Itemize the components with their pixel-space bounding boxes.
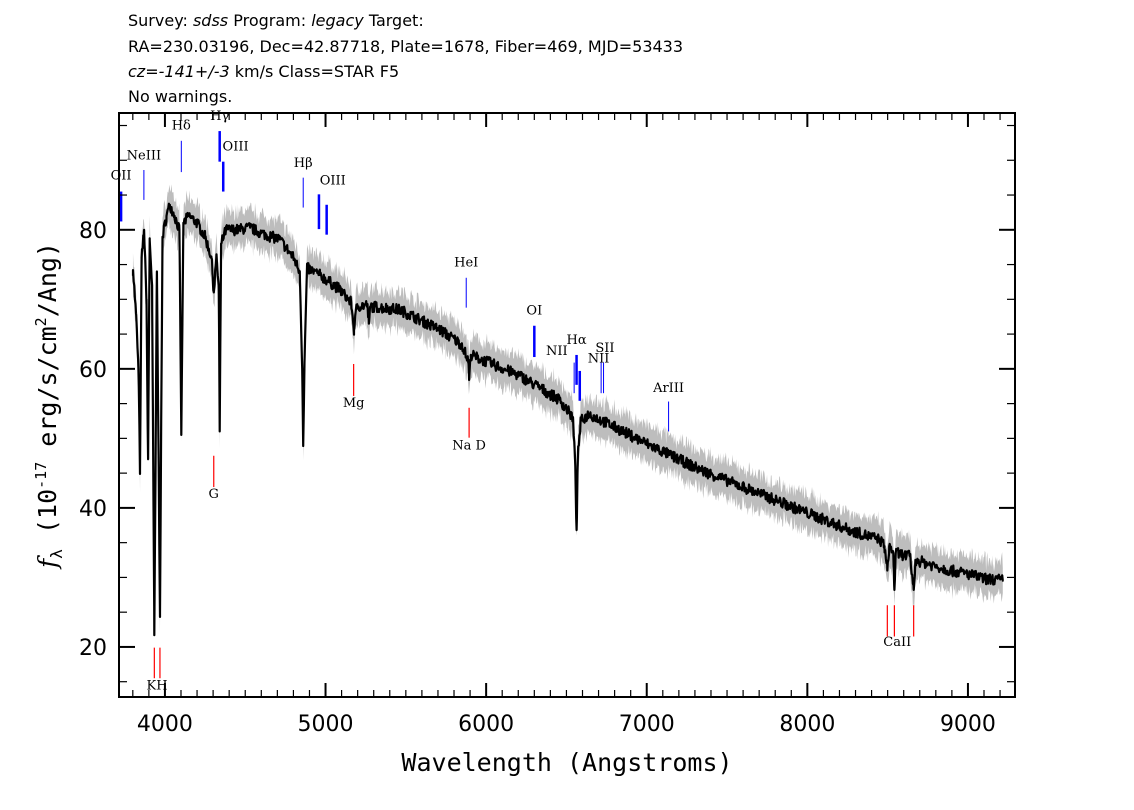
emission-line-label: OII bbox=[111, 169, 132, 184]
emission-line-label: Hβ bbox=[294, 156, 313, 171]
class-text: km/s Class=STAR F5 bbox=[229, 62, 400, 81]
header-line-1: Survey: sdss Program: legacy Target: bbox=[128, 12, 424, 30]
x-tick-label: 4000 bbox=[137, 712, 193, 737]
absorption-line-label: G bbox=[209, 487, 219, 502]
header-line-4: No warnings. bbox=[128, 87, 233, 106]
emission-line-label: ArIII bbox=[652, 381, 684, 396]
x-tick-label: 7000 bbox=[619, 712, 675, 737]
program-value: legacy bbox=[311, 11, 364, 30]
emission-line-label: NeIII bbox=[127, 149, 161, 164]
x-tick-label: 5000 bbox=[298, 712, 354, 737]
target-label: Target: bbox=[363, 11, 424, 30]
emission-line-label: Hα bbox=[566, 333, 586, 348]
absorption-line-label: Mg bbox=[343, 396, 365, 411]
absorption-line-label: Na D bbox=[452, 438, 486, 453]
y-tick-label: 40 bbox=[79, 497, 107, 522]
emission-line-label: OI bbox=[526, 304, 542, 319]
survey-label: Survey: bbox=[128, 11, 193, 30]
survey-value: sdss bbox=[192, 11, 229, 30]
flux-line bbox=[131, 202, 1004, 637]
emission-line-label: NII bbox=[546, 344, 568, 359]
x-tick-label: 8000 bbox=[779, 712, 835, 737]
y-axis-title: fλ (10-17 erg/s/cm2/Ang) bbox=[32, 242, 66, 570]
y-tick-label: 20 bbox=[79, 636, 107, 661]
absorption-line-label: KH bbox=[147, 678, 168, 693]
header-line-3: cz=-141+/-3 km/s Class=STAR F5 bbox=[128, 63, 399, 81]
header-line-2: RA=230.03196, Dec=42.87718, Plate=1678, … bbox=[128, 37, 684, 56]
x-axis-title: Wavelength (Angstroms) bbox=[401, 748, 732, 777]
emission-line-label: OIII bbox=[320, 174, 346, 189]
program-label: Program: bbox=[228, 11, 312, 30]
x-tick-label: 9000 bbox=[940, 712, 996, 737]
cz-value: -141+/-3 bbox=[158, 62, 230, 81]
axis-ticks: 4000 5000 6000 7000 8000 9000 20 40 60 80 bbox=[79, 113, 1015, 737]
line-markers: OIINeIIIHδHγOIIIHβOIIIHeIOINIIHαNIISIIAr… bbox=[111, 109, 915, 693]
absorption-line-label: CaII bbox=[883, 635, 911, 650]
cz-label: cz= bbox=[128, 62, 159, 81]
emission-line-label: SII bbox=[595, 341, 614, 356]
x-tick-label: 6000 bbox=[458, 712, 514, 737]
y-tick-label: 60 bbox=[79, 358, 107, 383]
emission-line-label: Hδ bbox=[172, 119, 191, 134]
flux-line-group bbox=[131, 202, 1004, 637]
emission-line-label: OIII bbox=[223, 140, 249, 155]
y-tick-label: 80 bbox=[79, 219, 107, 244]
emission-line-label: HeI bbox=[454, 256, 478, 271]
